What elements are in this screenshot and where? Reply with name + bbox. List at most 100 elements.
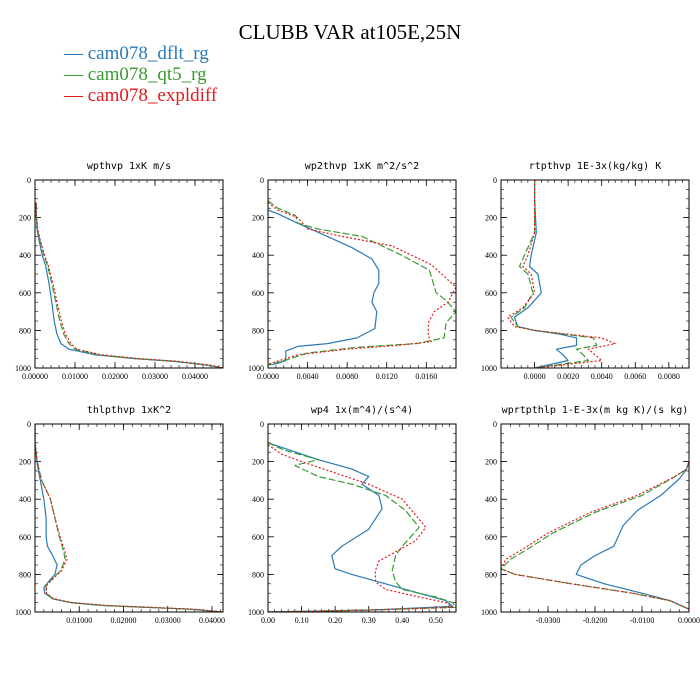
series-line-cam078-dflt-rg <box>268 442 454 612</box>
x-tick-label: 0.0120 <box>376 372 398 381</box>
y-tick-label: 600 <box>252 289 264 298</box>
y-tick-label: 1000 <box>15 364 31 373</box>
x-tick-label: 0.0000 <box>257 372 279 381</box>
y-tick-label: 400 <box>252 251 264 260</box>
y-tick-label: 800 <box>485 326 497 335</box>
series-line-cam078-qt5-rg <box>268 442 456 612</box>
y-tick-label: 1000 <box>481 364 497 373</box>
panel-2: wp2thvp 1xK m^2/s^2020040060080010000.00… <box>248 161 457 381</box>
plot-frame <box>267 423 457 613</box>
x-tick-label: 0.30 <box>362 616 376 625</box>
y-tick-label: 400 <box>485 251 497 260</box>
series-line-cam078-dflt-rg <box>35 202 223 368</box>
y-tick-label: 600 <box>19 533 31 542</box>
series-line-cam078-expldiff <box>35 202 223 368</box>
y-tick-label: 400 <box>19 251 31 260</box>
y-tick-label: 800 <box>19 570 31 579</box>
x-tick-label: 0.0000 <box>524 372 546 381</box>
y-tick-label: 600 <box>19 289 31 298</box>
x-tick-label: 0.10 <box>295 616 309 625</box>
series-line-cam078-qt5-rg <box>510 180 598 368</box>
panel-title: wp2thvp 1xK m^2/s^2 <box>305 161 419 172</box>
panel-title: wpthvp 1xK m/s <box>87 161 171 172</box>
y-tick-label: 200 <box>485 214 497 223</box>
legend-line-marker: — <box>64 85 88 106</box>
plot-frame <box>267 179 457 369</box>
x-tick-label: 0.01000 <box>66 616 92 625</box>
legend-entry-dflt: — cam078_dflt_rg <box>64 43 209 65</box>
series-line-cam078-qt5-rg <box>268 200 456 366</box>
x-tick-label: 0.01000 <box>62 372 88 381</box>
plot-frame <box>500 179 690 369</box>
x-tick-label: -0.0200 <box>583 616 608 625</box>
series-line-cam078-expldiff <box>507 180 616 368</box>
figure-title: CLUBB VAR at105E,25N <box>238 20 462 44</box>
x-tick-label: 0.04000 <box>199 616 225 625</box>
x-tick-label: -0.0300 <box>536 616 561 625</box>
legend-label: cam078_dflt_rg <box>87 43 209 64</box>
y-tick-label: 400 <box>252 495 264 504</box>
x-tick-label: 0.0080 <box>658 372 680 381</box>
panel-title: wprtpthlp 1-E-3x(m kg K)/(s kg) <box>502 405 689 416</box>
legend-entry-qt5: — cam078_qt5_rg <box>64 64 207 86</box>
y-tick-label: 0 <box>260 176 264 185</box>
y-tick-label: 0 <box>493 420 497 429</box>
x-tick-label: 0.04000 <box>182 372 208 381</box>
x-tick-label: 0.00 <box>261 616 275 625</box>
y-tick-label: 0 <box>27 420 31 429</box>
x-tick-label: 0.20 <box>328 616 342 625</box>
series-line-cam078-expldiff <box>501 461 689 610</box>
legend-entry-expldiff: — cam078_expldiff <box>64 85 217 107</box>
panel-4: thlpthvp 1xK^2 0 200 400 600 800 1000 0.01000 0.… <box>15 405 225 625</box>
panel-title: wp4 1x(m^4)/(s^4) <box>311 405 413 416</box>
x-tick-label: 0.0060 <box>624 372 646 381</box>
series-line-cam078-expldiff <box>35 424 223 612</box>
y-tick-label: 1000 <box>248 364 264 373</box>
y-tick-label: 0 <box>493 176 497 185</box>
series-line-cam078-qt5-rg <box>35 202 223 368</box>
x-tick-label: -0.0100 <box>630 616 655 625</box>
x-tick-label: 0.0040 <box>297 372 319 381</box>
y-tick-label: 200 <box>19 458 31 467</box>
y-tick-label: 0 <box>27 176 31 185</box>
panel-title: thlpthvp 1xK^2 <box>87 405 171 416</box>
y-tick-label: 0 <box>260 420 264 429</box>
y-tick-label: 400 <box>19 495 31 504</box>
series-line-cam078-expldiff <box>268 444 454 612</box>
legend-line-marker: — <box>64 43 88 64</box>
series-line-cam078-dflt-rg <box>575 461 689 610</box>
x-tick-label: 0.0160 <box>415 372 437 381</box>
y-tick-label: 1000 <box>248 608 264 617</box>
legend-label: cam078_qt5_rg <box>87 64 207 85</box>
series-line-cam078-qt5-rg <box>35 424 223 612</box>
y-tick-label: 200 <box>252 458 264 467</box>
x-tick-label: 0.0000 <box>678 616 700 625</box>
x-tick-label: 0.03000 <box>142 372 168 381</box>
x-tick-label: 0.02000 <box>110 616 136 625</box>
y-tick-label: 200 <box>19 214 31 223</box>
x-tick-label: 0.50 <box>429 616 443 625</box>
panel-title: rtpthvp 1E-3x(kg/kg) K <box>529 161 661 172</box>
y-tick-label: 400 <box>485 495 497 504</box>
y-tick-label: 200 <box>252 214 264 223</box>
y-tick-label: 600 <box>252 533 264 542</box>
y-tick-label: 600 <box>485 533 497 542</box>
plot-frame <box>500 423 690 613</box>
x-tick-label: 0.40 <box>395 616 409 625</box>
x-tick-label: 0.00000 <box>22 372 48 381</box>
legend-line-marker: — <box>64 64 88 85</box>
series-line-cam078-dflt-rg <box>268 209 380 366</box>
y-tick-label: 600 <box>485 289 497 298</box>
series-line-cam078-dflt-rg <box>35 424 223 612</box>
panel-6: wprtpthlp 1-E-3x(m kg K)/(s kg) 0 200 400 60… <box>481 405 700 625</box>
x-tick-label: 0.0020 <box>557 372 579 381</box>
x-tick-label: 0.0040 <box>591 372 613 381</box>
plot-frame <box>34 423 224 613</box>
x-tick-label: 0.0080 <box>336 372 358 381</box>
y-tick-label: 200 <box>485 458 497 467</box>
x-tick-label: 0.02000 <box>102 372 128 381</box>
y-tick-label: 800 <box>485 570 497 579</box>
y-tick-label: 800 <box>19 326 31 335</box>
